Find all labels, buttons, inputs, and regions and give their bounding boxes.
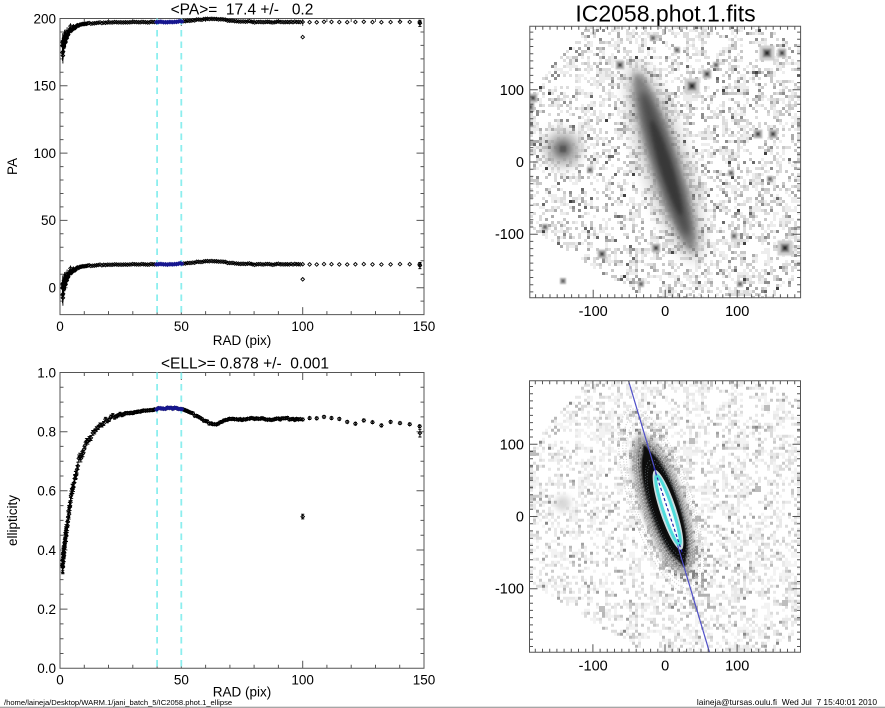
svg-text:50: 50 [174, 319, 189, 334]
svg-text:/home/laineja/Desktop/WARM.1/j: /home/laineja/Desktop/WARM.1/jani_batch_… [4, 698, 232, 707]
svg-text:0.2: 0.2 [37, 602, 56, 617]
svg-text:150: 150 [33, 79, 56, 94]
svg-text:0: 0 [516, 155, 524, 171]
svg-text:0: 0 [661, 304, 669, 320]
svg-text:laineja@tursas.oulu.fi Wed Ju: laineja@tursas.oulu.fi Wed Jul 7 15:40:0… [697, 697, 877, 707]
svg-text:0: 0 [56, 673, 64, 688]
svg-text:100: 100 [500, 83, 524, 99]
svg-text:-100: -100 [495, 227, 524, 243]
svg-text:RAD (pix): RAD (pix) [213, 333, 272, 348]
svg-text:100: 100 [500, 438, 524, 454]
svg-text:0.4: 0.4 [37, 543, 56, 558]
svg-text:100: 100 [33, 146, 56, 161]
svg-text:0: 0 [56, 319, 64, 334]
svg-text:PA: PA [5, 158, 20, 175]
svg-text:50: 50 [174, 673, 189, 688]
svg-text:-100: -100 [495, 582, 524, 598]
svg-text:100: 100 [291, 319, 314, 334]
svg-text:200: 200 [33, 11, 56, 26]
svg-text:0.0: 0.0 [37, 661, 56, 676]
svg-text:0: 0 [48, 280, 56, 295]
svg-text:<PA>= 17.4 +/- 0.2: <PA>= 17.4 +/- 0.2 [171, 2, 314, 19]
svg-text:0: 0 [661, 659, 669, 675]
svg-text:<ELL>= 0.878 +/- 0.001: <ELL>= 0.878 +/- 0.001 [161, 356, 329, 373]
svg-text:ellipticity: ellipticity [5, 495, 20, 546]
svg-text:RAD (pix): RAD (pix) [213, 685, 272, 700]
svg-text:0.6: 0.6 [37, 484, 56, 499]
svg-text:100: 100 [291, 673, 314, 688]
svg-text:0.8: 0.8 [37, 424, 56, 439]
svg-text:IC2058.phot.1.fits: IC2058.phot.1.fits [575, 1, 755, 27]
svg-text:1.0: 1.0 [37, 365, 56, 380]
svg-text:150: 150 [413, 319, 436, 334]
svg-text:150: 150 [413, 673, 436, 688]
svg-text:0: 0 [516, 510, 524, 526]
svg-text:-100: -100 [579, 304, 608, 320]
svg-text:-100: -100 [579, 659, 608, 675]
svg-text:50: 50 [41, 213, 56, 228]
svg-text:100: 100 [725, 659, 749, 675]
svg-text:100: 100 [725, 304, 749, 320]
